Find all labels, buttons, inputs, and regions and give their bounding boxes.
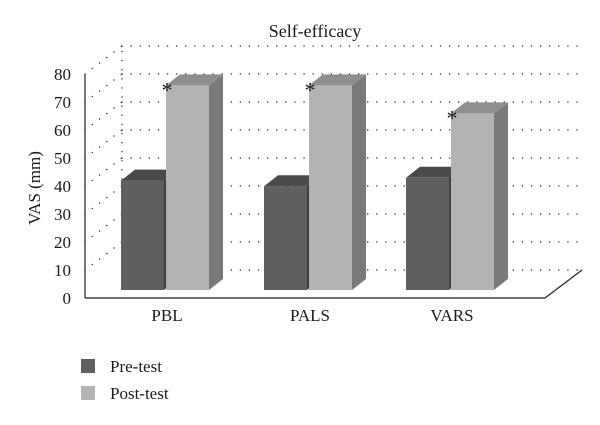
y-tick-label: 0 [63, 289, 72, 308]
significance-marker: * [305, 77, 316, 102]
y-tick-label: 10 [54, 261, 71, 280]
y-axis-label: VAS (mm) [25, 151, 44, 225]
gridline-side [84, 157, 123, 187]
legend: Pre-test Post-test [81, 357, 169, 403]
y-tick-label: 70 [54, 93, 71, 112]
bar-front [406, 177, 449, 290]
x-tick-label: VARS [430, 306, 473, 325]
significance-marker: * [447, 105, 458, 130]
gridline-side [84, 241, 123, 271]
bar-top [166, 74, 223, 86]
legend-swatch [81, 359, 95, 373]
y-tick-label: 20 [54, 233, 71, 252]
y-tick-labels: 0 10 20 30 40 50 60 70 80 [54, 65, 71, 308]
bar-top [406, 166, 463, 178]
gridline-side [84, 45, 123, 75]
bar-post-test-pals [309, 74, 366, 291]
annotations: * * * [162, 77, 458, 130]
bar-top [451, 102, 508, 114]
bar-top [264, 175, 321, 187]
gridline-side [84, 73, 123, 103]
bar-front [264, 186, 307, 290]
bars [121, 74, 508, 291]
gridline-side [84, 101, 123, 131]
chart-title: Self-efficacy [269, 21, 362, 41]
legend-swatch [81, 386, 95, 400]
y-tick-label: 80 [54, 65, 71, 84]
bar-side [209, 74, 223, 291]
bar-post-test-vars [451, 102, 508, 291]
bar-post-test-pbl [166, 74, 223, 291]
y-tick-label: 60 [54, 121, 71, 140]
gridline-side [84, 185, 123, 215]
x-tick-label: PALS [290, 306, 330, 325]
axes [84, 74, 583, 299]
bar-front [166, 85, 209, 291]
y-tick-label: 40 [54, 177, 71, 196]
bar-top [121, 169, 178, 181]
significance-marker: * [162, 77, 173, 102]
y-tick-label: 30 [54, 205, 71, 224]
bar-front [451, 113, 494, 291]
bar-front [309, 85, 352, 291]
x-tick-label: PBL [151, 306, 182, 325]
category-labels: PBL PALS VARS [151, 306, 473, 325]
bar-side [494, 102, 508, 291]
gridline-side [84, 129, 123, 159]
y-tick-label: 50 [54, 149, 71, 168]
legend-label: Post-test [110, 384, 169, 403]
bar-top [309, 74, 366, 86]
bar-front [121, 180, 164, 290]
legend-label: Pre-test [110, 357, 162, 376]
gridline-side [84, 213, 123, 243]
floor-edge [544, 269, 583, 299]
bar-side [352, 74, 366, 291]
